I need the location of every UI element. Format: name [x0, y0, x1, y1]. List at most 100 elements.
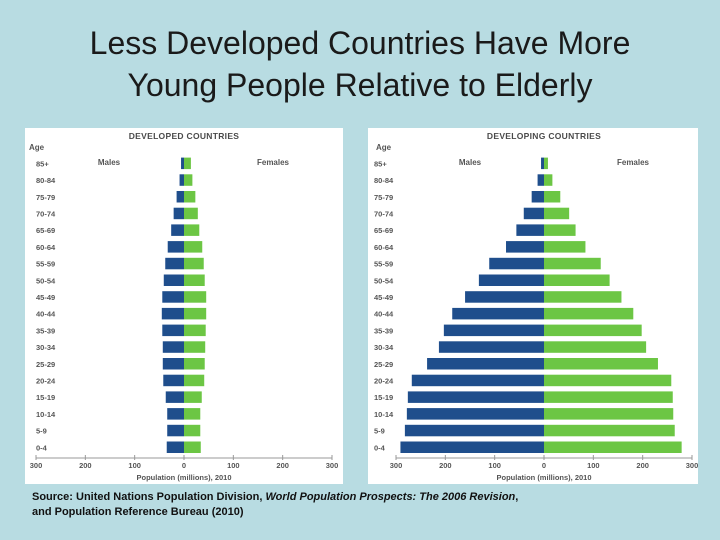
- age-tick-label: 40-44: [374, 310, 394, 319]
- female-bar: [544, 191, 561, 203]
- age-tick-label: 50-54: [36, 276, 56, 285]
- age-tick-label: 5-9: [374, 427, 385, 436]
- male-bar: [165, 391, 184, 403]
- age-tick-label: 55-59: [374, 260, 393, 269]
- age-tick-label: 70-74: [374, 209, 394, 218]
- x-tick-label: 0: [182, 461, 186, 470]
- x-tick-label: 0: [542, 461, 546, 470]
- age-tick-label: 80-84: [36, 176, 56, 185]
- slide-title-line2: Young People Relative to Elderly: [127, 67, 593, 103]
- female-bar: [544, 207, 570, 220]
- age-tick-label: 10-14: [374, 410, 394, 419]
- male-bar: [179, 174, 184, 186]
- male-bar: [162, 341, 184, 353]
- age-axis-label: Age: [29, 143, 45, 152]
- age-tick-label: 75-79: [36, 193, 55, 202]
- male-bar: [165, 257, 184, 270]
- age-tick-label: 5-9: [36, 427, 47, 436]
- female-bar: [184, 291, 207, 303]
- age-tick-label: 15-19: [374, 393, 393, 402]
- male-bar: [516, 224, 544, 236]
- male-bar: [162, 291, 184, 303]
- age-tick-label: 65-69: [36, 226, 55, 235]
- female-bar: [544, 324, 642, 337]
- female-bar: [544, 307, 634, 320]
- x-axis-title: Population (millions), 2010: [136, 473, 231, 482]
- x-axis-title: Population (millions), 2010: [496, 473, 591, 482]
- female-bar: [184, 307, 207, 320]
- male-bar: [537, 174, 544, 186]
- female-bar: [184, 358, 205, 370]
- age-tick-label: 35-39: [374, 326, 393, 335]
- age-tick-label: 40-44: [36, 310, 56, 319]
- x-tick-label: 200: [276, 461, 289, 470]
- female-bar: [184, 408, 201, 420]
- x-tick-label: 200: [636, 461, 649, 470]
- developed-pyramid-svg: DEVELOPED COUNTRIES Age Males Females 85+ 80-…: [29, 131, 339, 482]
- female-bar: [544, 241, 586, 253]
- female-bar: [184, 157, 191, 170]
- female-bar: [184, 224, 200, 236]
- x-tick-label: 300: [326, 461, 339, 470]
- x-tick-label: 100: [227, 461, 240, 470]
- female-bar: [184, 274, 205, 286]
- male-bar: [411, 374, 544, 387]
- age-tick-label: 80-84: [374, 176, 394, 185]
- female-bar: [184, 391, 202, 403]
- x-tick-label: 300: [686, 461, 698, 470]
- female-bar: [544, 341, 647, 353]
- age-tick-label: 85+: [374, 159, 387, 168]
- female-bar: [544, 257, 601, 270]
- slide-title: Less Developed Countries Have More Young…: [0, 22, 720, 106]
- female-bar: [544, 408, 674, 420]
- female-bar: [184, 374, 205, 387]
- female-bar: [184, 207, 198, 220]
- female-bar: [184, 257, 204, 270]
- source-suffix: ,: [515, 491, 519, 503]
- male-bar: [489, 257, 544, 270]
- x-tick-label: 200: [79, 461, 92, 470]
- slide-title-line1: Less Developed Countries Have More: [89, 25, 631, 61]
- female-bar: [184, 174, 193, 186]
- age-tick-label: 25-29: [374, 360, 393, 369]
- x-tick-label: 100: [488, 461, 501, 470]
- male-bar: [161, 307, 184, 320]
- male-bar: [162, 358, 184, 370]
- female-bar: [544, 157, 548, 170]
- male-bar: [400, 441, 544, 453]
- male-bar: [162, 324, 184, 337]
- age-tick-label: 0-4: [374, 443, 386, 452]
- male-bar: [523, 207, 544, 220]
- male-bar: [167, 241, 184, 253]
- age-axis-label: Age: [376, 143, 392, 152]
- age-tick-label: 65-69: [374, 226, 393, 235]
- male-bar: [166, 441, 184, 453]
- male-bar: [167, 408, 184, 420]
- male-bar: [531, 191, 544, 203]
- source-line2: and Population Reference Bureau (2010): [32, 506, 244, 518]
- female-bar: [184, 341, 206, 353]
- male-bar: [407, 391, 544, 403]
- female-bar: [544, 358, 658, 370]
- age-tick-label: 75-79: [374, 193, 393, 202]
- age-tick-label: 85+: [36, 159, 49, 168]
- female-bar: [184, 191, 196, 203]
- female-bar: [544, 391, 673, 403]
- source-citation: Source: United Nations Population Divisi…: [32, 490, 692, 520]
- male-bar: [171, 224, 184, 236]
- male-bar: [173, 207, 184, 220]
- x-tick-label: 300: [30, 461, 43, 470]
- x-tick-label: 100: [587, 461, 600, 470]
- age-tick-label: 70-74: [36, 209, 56, 218]
- female-bar: [544, 224, 576, 236]
- age-tick-label: 25-29: [36, 360, 55, 369]
- female-bar: [544, 291, 622, 303]
- male-bar: [176, 191, 184, 203]
- male-bar: [478, 274, 544, 286]
- age-tick-label: 20-24: [374, 376, 394, 385]
- panel-title: DEVELOPED COUNTRIES: [129, 131, 240, 141]
- females-label: Females: [257, 158, 290, 167]
- source-prefix: Source: United Nations Population Divisi…: [32, 491, 266, 503]
- male-bar: [163, 374, 184, 387]
- panel-title: DEVELOPING COUNTRIES: [487, 131, 601, 141]
